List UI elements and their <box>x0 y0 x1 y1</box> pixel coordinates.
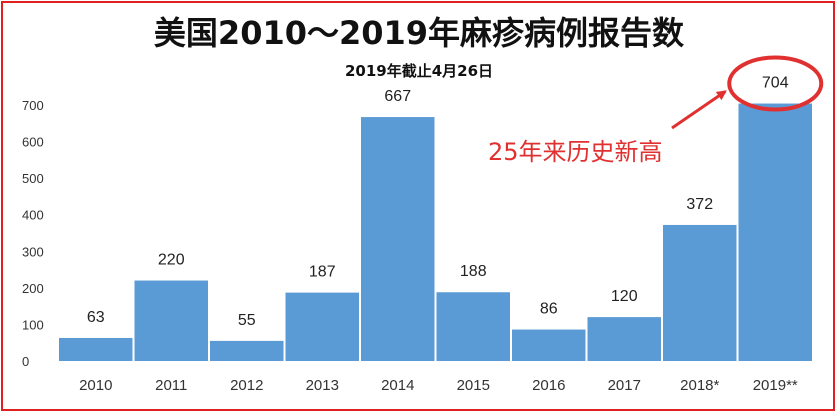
data-label: 63 <box>87 309 105 326</box>
bar-2011 <box>134 280 208 361</box>
annotation-arrow <box>671 90 727 130</box>
highlight-ellipse <box>727 55 824 112</box>
y-tick-label: 400 <box>22 208 44 223</box>
y-tick-label: 300 <box>22 244 44 259</box>
y-tick-label: 600 <box>22 135 44 150</box>
y-tick-label: 0 <box>22 354 29 369</box>
y-tick-label: 500 <box>22 171 44 186</box>
data-label: 188 <box>460 263 487 280</box>
bar-2010 <box>59 337 133 361</box>
x-tick-label: 2013 <box>306 377 339 394</box>
y-tick-label: 200 <box>22 281 44 296</box>
x-tick-label: 2016 <box>532 377 565 394</box>
data-label: 55 <box>238 312 256 329</box>
bar-2018 <box>663 224 737 361</box>
chart-title: 美国2010～2019年麻疹病例报告数 <box>153 14 685 52</box>
bar-2015 <box>436 292 510 361</box>
data-label: 120 <box>611 288 638 305</box>
bar-2012 <box>210 340 284 361</box>
x-tick-label: 2014 <box>381 377 414 394</box>
bar-2016 <box>512 329 586 361</box>
x-tick-label: 2011 <box>155 377 187 394</box>
data-label: 704 <box>762 75 789 92</box>
x-tick-label: 2019** <box>753 377 798 394</box>
data-label: 187 <box>309 264 336 281</box>
data-label: 372 <box>686 196 713 213</box>
bar-2013 <box>285 292 359 361</box>
x-tick-label: 2010 <box>79 377 112 394</box>
y-tick-label: 100 <box>22 317 44 332</box>
x-tick-label: 2015 <box>457 377 490 394</box>
y-tick-label: 700 <box>22 98 44 113</box>
chart-subtitle: 2019年截止4月26日 <box>344 62 494 80</box>
bar-2014 <box>361 117 435 361</box>
x-tick-label: 2018* <box>680 377 719 394</box>
bar-2017 <box>587 317 661 361</box>
data-label: 667 <box>384 88 411 105</box>
x-tick-label: 2012 <box>230 377 263 394</box>
data-label: 220 <box>158 252 185 269</box>
annotation-text: 25年来历史新高 <box>488 138 663 166</box>
bar-2019 <box>738 103 812 361</box>
x-tick-label: 2017 <box>608 377 641 394</box>
data-label: 86 <box>540 301 558 318</box>
